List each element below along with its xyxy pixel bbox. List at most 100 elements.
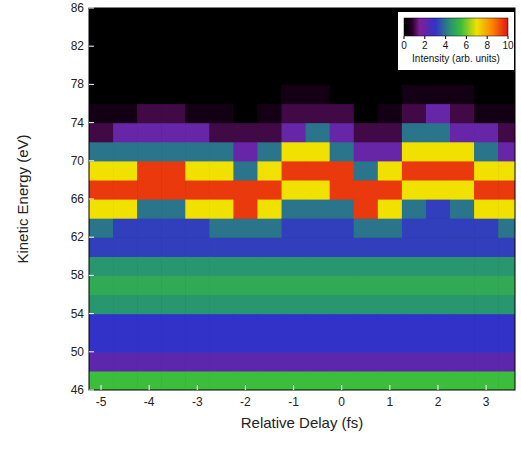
heat-cell bbox=[161, 161, 186, 181]
heat-cell bbox=[209, 295, 234, 315]
x-tick bbox=[197, 385, 198, 390]
heat-cell bbox=[209, 333, 234, 353]
y-tick-label: 78 bbox=[71, 77, 85, 91]
heat-cell bbox=[137, 256, 162, 276]
heat-cell bbox=[233, 142, 258, 162]
heat-cell bbox=[257, 256, 282, 276]
heat-cell bbox=[89, 295, 114, 315]
heat-cell bbox=[378, 161, 403, 181]
heat-cell bbox=[354, 161, 379, 181]
x-tick bbox=[149, 385, 150, 390]
x-tick-label: -4 bbox=[144, 395, 155, 409]
heat-cell bbox=[257, 123, 282, 143]
heat-cell bbox=[185, 314, 210, 334]
heat-cell bbox=[474, 104, 499, 124]
heat-cell bbox=[137, 161, 162, 181]
y-tick bbox=[89, 84, 94, 85]
heat-cell bbox=[113, 237, 138, 257]
colorbar-tick-label: 4 bbox=[443, 40, 449, 51]
heat-cell bbox=[233, 65, 258, 85]
heat-cell bbox=[185, 371, 210, 390]
x-tick-label: -5 bbox=[96, 395, 107, 409]
heat-cell bbox=[306, 295, 331, 315]
heat-cell bbox=[257, 295, 282, 315]
heat-cell bbox=[137, 123, 162, 143]
heat-cell bbox=[137, 333, 162, 353]
y-tick-label: 70 bbox=[71, 154, 85, 168]
heat-cell bbox=[257, 352, 282, 372]
heat-cell bbox=[257, 142, 282, 162]
heat-cell bbox=[209, 275, 234, 295]
heat-cell bbox=[113, 8, 138, 28]
heat-cell bbox=[378, 314, 403, 334]
heat-cell bbox=[426, 104, 451, 124]
colorbar-tick-label: 0 bbox=[401, 40, 407, 51]
heat-cell bbox=[426, 161, 451, 181]
y-tick bbox=[89, 122, 94, 123]
heat-cell bbox=[161, 27, 186, 47]
heat-cell bbox=[402, 352, 427, 372]
heat-cell bbox=[113, 84, 138, 104]
heat-cell bbox=[282, 237, 307, 257]
heat-cell bbox=[185, 218, 210, 238]
heat-cell bbox=[113, 65, 138, 85]
heat-cell bbox=[113, 352, 138, 372]
heat-cell bbox=[282, 84, 307, 104]
heat-cell bbox=[137, 8, 162, 28]
heat-cell bbox=[161, 314, 186, 334]
cells bbox=[89, 8, 515, 390]
heat-cell bbox=[498, 161, 515, 181]
heat-cell bbox=[354, 314, 379, 334]
heat-cell bbox=[282, 46, 307, 66]
heat-cell bbox=[233, 27, 258, 47]
heat-cell bbox=[257, 237, 282, 257]
heat-cell bbox=[282, 123, 307, 143]
heat-cell bbox=[354, 256, 379, 276]
heat-cell bbox=[233, 314, 258, 334]
heat-cell bbox=[402, 275, 427, 295]
heat-cell bbox=[450, 199, 475, 219]
heat-cell bbox=[89, 180, 114, 200]
heat-cell bbox=[233, 256, 258, 276]
heat-cell bbox=[161, 218, 186, 238]
colorbar-tick bbox=[424, 36, 425, 39]
heat-cell bbox=[137, 218, 162, 238]
heat-cell bbox=[426, 84, 451, 104]
heat-cell bbox=[113, 180, 138, 200]
heat-cell bbox=[402, 180, 427, 200]
heat-cell bbox=[354, 275, 379, 295]
heat-cell bbox=[474, 352, 499, 372]
heat-cell bbox=[498, 333, 515, 353]
heat-cell bbox=[209, 199, 234, 219]
heat-cell bbox=[257, 84, 282, 104]
heat-cell bbox=[426, 371, 451, 390]
y-tick bbox=[89, 46, 94, 47]
heat-cell bbox=[498, 180, 515, 200]
heat-cell bbox=[474, 142, 499, 162]
heat-cell bbox=[113, 27, 138, 47]
heat-cell bbox=[354, 123, 379, 143]
heat-cell bbox=[89, 8, 114, 28]
heat-cell bbox=[354, 8, 379, 28]
y-tick-label: 82 bbox=[71, 39, 85, 53]
y-tick-label: 46 bbox=[71, 383, 85, 397]
heat-cell bbox=[185, 275, 210, 295]
heat-cell bbox=[330, 295, 355, 315]
colorbar-panel bbox=[398, 12, 514, 70]
heat-cell bbox=[282, 8, 307, 28]
heat-cell bbox=[257, 8, 282, 28]
heat-cell bbox=[354, 180, 379, 200]
heat-cell bbox=[257, 46, 282, 66]
heat-cell bbox=[354, 352, 379, 372]
heat-cell bbox=[450, 314, 475, 334]
heat-cell bbox=[233, 123, 258, 143]
heat-cell bbox=[185, 161, 210, 181]
heat-cell bbox=[161, 275, 186, 295]
heat-cell bbox=[306, 180, 331, 200]
heat-cell bbox=[209, 27, 234, 47]
heat-cell bbox=[402, 104, 427, 124]
y-tick bbox=[89, 275, 94, 276]
heat-cell bbox=[161, 199, 186, 219]
heat-cell bbox=[330, 46, 355, 66]
colorbar-tick bbox=[404, 36, 405, 39]
